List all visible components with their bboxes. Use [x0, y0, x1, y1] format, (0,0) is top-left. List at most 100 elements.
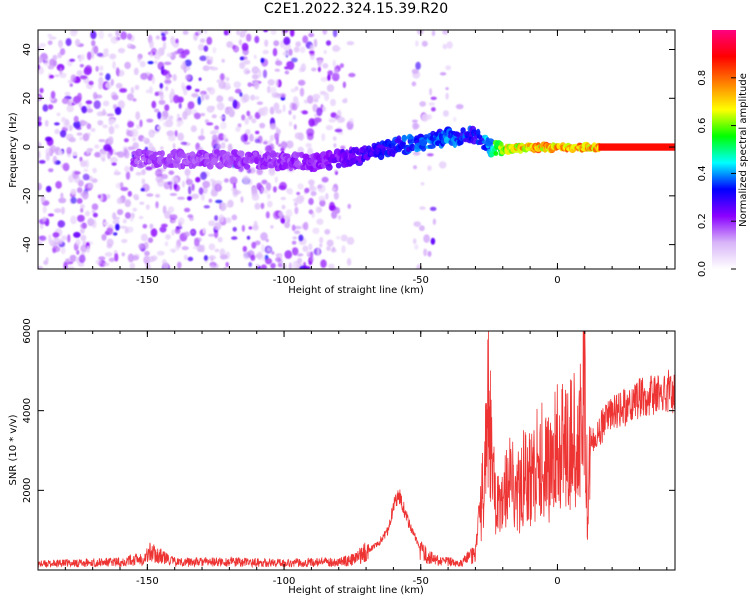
noise-cell	[259, 122, 266, 129]
noise-cell	[286, 188, 290, 194]
noise-cell	[299, 195, 305, 202]
noise-cell	[320, 259, 327, 269]
noise-cell	[214, 222, 222, 231]
noise-cell	[94, 151, 102, 158]
noise-cell	[253, 54, 257, 60]
noise-cell	[38, 121, 42, 127]
noise-cell	[161, 66, 165, 75]
noise-cell	[178, 102, 182, 109]
noise-cell	[145, 89, 150, 94]
noise-cell	[70, 74, 77, 83]
noise-cell	[333, 68, 339, 74]
noise-cell	[69, 254, 77, 263]
noise-cell	[219, 248, 226, 257]
noise-cell	[318, 195, 326, 202]
signal-cell	[325, 163, 333, 171]
noise-cell	[98, 83, 103, 90]
noise-cell	[334, 128, 343, 133]
noise-cell	[173, 94, 180, 104]
noise-cell	[87, 218, 95, 227]
noise-cell	[245, 70, 251, 74]
noise-cell	[47, 34, 53, 37]
x-tick-label: -150	[136, 275, 159, 286]
noise-cell	[63, 120, 71, 129]
noise-cell	[255, 253, 263, 259]
noise-cell	[178, 53, 187, 59]
noise-cell	[254, 240, 261, 246]
spectrogram-x-axis-label: Height of straight line (km)	[288, 285, 424, 296]
noise-cell	[156, 125, 162, 131]
noise-cell	[333, 143, 337, 148]
noise-cell	[262, 49, 269, 55]
noise-cell	[38, 266, 43, 269]
noise-cell	[421, 113, 429, 122]
noise-cell	[267, 79, 275, 86]
noise-cell	[92, 167, 97, 174]
noise-cell	[127, 43, 131, 47]
noise-cell	[293, 124, 297, 130]
noise-cell	[269, 106, 275, 115]
noise-cell	[412, 119, 418, 123]
noise-cell	[86, 245, 90, 253]
noise-cell	[144, 250, 150, 257]
noise-cell	[188, 185, 192, 195]
noise-cell	[183, 88, 188, 96]
noise-cell	[155, 35, 160, 40]
noise-cell	[191, 183, 195, 192]
noise-cell	[230, 187, 237, 192]
signal-cell	[244, 163, 251, 170]
noise-cell	[316, 247, 320, 257]
noise-cell	[103, 221, 109, 226]
signal-cell	[427, 144, 436, 150]
noise-cell	[76, 132, 83, 136]
noise-cell	[73, 115, 79, 123]
noise-cell	[75, 239, 81, 246]
noise-cell	[113, 232, 118, 236]
noise-cell	[267, 140, 272, 145]
noise-cell	[82, 190, 89, 200]
noise-cell	[281, 94, 285, 99]
noise-cell	[57, 149, 64, 156]
noise-cell	[55, 181, 62, 189]
noise-cell	[164, 241, 169, 247]
noise-cell	[198, 77, 202, 81]
noise-cell	[115, 30, 121, 37]
noise-cell	[48, 239, 55, 246]
noise-cell	[219, 115, 226, 120]
noise-cell	[157, 111, 162, 120]
noise-cell	[241, 224, 245, 232]
noise-cell	[69, 58, 76, 62]
noise-cell	[103, 144, 112, 152]
noise-cell	[79, 136, 83, 141]
noise-cell	[102, 100, 110, 107]
noise-cell	[197, 96, 202, 106]
noise-cell	[206, 122, 214, 126]
noise-cell	[313, 98, 319, 103]
noise-cell	[415, 61, 421, 70]
noise-cell	[174, 184, 180, 192]
noise-cell	[42, 104, 49, 112]
noise-cell	[116, 197, 123, 205]
noise-cell	[204, 255, 208, 261]
x-tick-label: -50	[413, 576, 429, 587]
noise-cell	[288, 121, 293, 127]
colorbar-tick-label: 0.6	[697, 118, 708, 134]
noise-cell	[298, 79, 306, 86]
snr-series-line	[38, 331, 675, 569]
noise-cell	[148, 142, 153, 149]
noise-cell	[45, 185, 52, 193]
noise-cell	[242, 175, 250, 185]
y-tick-label: -20	[22, 188, 33, 204]
noise-cell	[286, 61, 292, 68]
noise-cell	[227, 143, 233, 153]
signal-cell	[400, 141, 406, 147]
noise-cell	[95, 65, 99, 72]
spectrogram-ticks: -150 -100 -50 0 -40 -20 0 20 40	[22, 30, 675, 286]
noise-cell	[225, 217, 232, 224]
noise-cell	[420, 182, 425, 186]
noise-cell	[110, 156, 118, 164]
colorbar-label: Normalized spectral amplitude	[738, 73, 749, 227]
noise-cell	[256, 168, 264, 176]
noise-cell	[125, 171, 131, 180]
